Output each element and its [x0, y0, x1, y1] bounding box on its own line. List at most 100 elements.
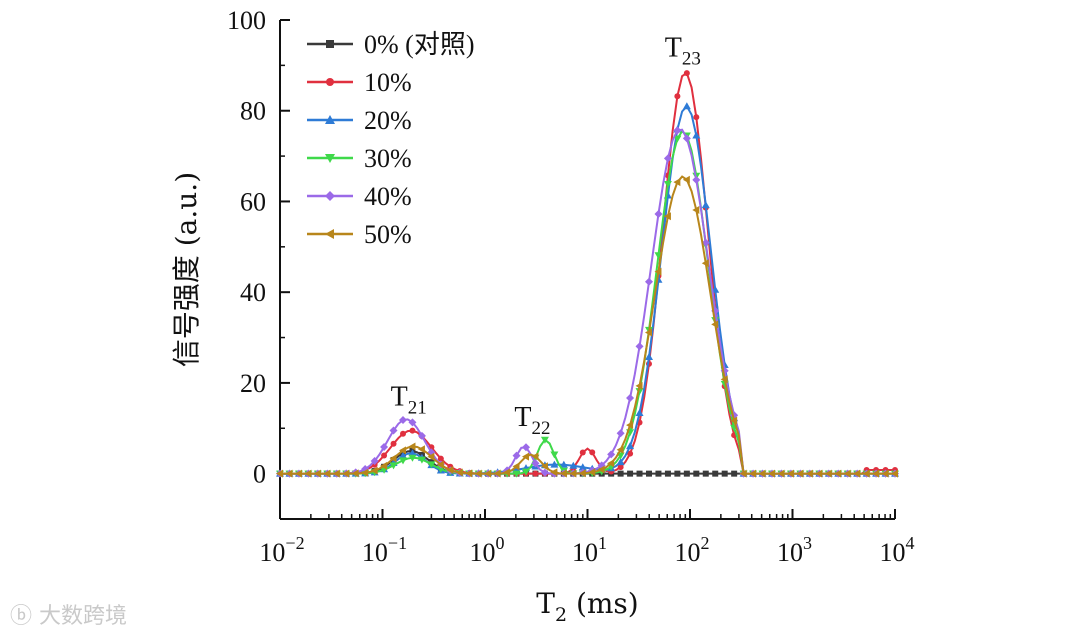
series-point: [522, 468, 530, 476]
y-tick-label: 60: [240, 187, 266, 216]
series-point: [484, 469, 492, 478]
series-point: [891, 469, 898, 478]
series-point: [550, 468, 558, 477]
legend: 0% (对照) 10% 20% 30% 40% 50%: [307, 30, 474, 249]
series-point: [437, 455, 444, 462]
series-point: [540, 468, 549, 477]
series-point: [664, 470, 671, 477]
series-point: [682, 134, 691, 143]
series-point: [843, 469, 851, 478]
series-point: [796, 469, 804, 478]
series-point: [417, 445, 425, 454]
series-point: [627, 470, 634, 477]
series-point: [711, 320, 719, 329]
series-point: [512, 462, 520, 471]
peak-label: T22: [514, 402, 550, 439]
series-point: [427, 452, 435, 461]
peak-label: T23: [665, 32, 701, 69]
series-point: [683, 70, 690, 77]
legend-label: 40%: [364, 182, 412, 211]
series-point: [635, 381, 643, 390]
series-point: [692, 206, 700, 215]
series-point: [701, 238, 710, 247]
legend-label: 20%: [364, 106, 412, 135]
legend-marker: [326, 40, 334, 48]
legend-marker: [325, 229, 334, 239]
series-point: [540, 462, 548, 471]
series-point: [589, 449, 596, 456]
series-point: [381, 452, 388, 459]
series-point: [323, 469, 331, 478]
series-point: [663, 212, 671, 221]
series-point: [635, 388, 644, 396]
series-point: [399, 451, 407, 459]
series-point: [313, 469, 321, 478]
series-point: [285, 469, 293, 478]
series-point: [408, 442, 416, 451]
series-point: [635, 342, 644, 351]
watermark: ⓑ 大数跨境: [10, 598, 127, 630]
series-point: [645, 328, 652, 337]
series-point: [777, 469, 785, 478]
x-tick-label: 100: [470, 533, 505, 567]
series-point: [616, 429, 625, 438]
series-point: [862, 469, 870, 478]
series-point: [579, 449, 586, 456]
series-point: [531, 452, 539, 461]
series-point: [540, 436, 549, 444]
series-point: [673, 178, 681, 187]
x-tick-label: 103: [777, 533, 812, 567]
watermark-text: 大数跨境: [39, 604, 128, 629]
series-point: [720, 375, 728, 384]
series-point: [616, 458, 625, 466]
series-point: [559, 460, 568, 468]
legend-marker: [325, 154, 335, 163]
x-axis-title: T2 (ms): [536, 587, 638, 626]
series-point: [569, 469, 577, 478]
series-point: [351, 469, 359, 478]
series-point: [674, 470, 681, 477]
series-point: [692, 131, 701, 139]
series-point: [436, 460, 444, 469]
series-layer: [276, 70, 899, 478]
series-point: [673, 135, 682, 143]
series-point: [786, 469, 794, 478]
series-point: [417, 456, 426, 464]
series-point: [824, 469, 832, 478]
peak-label: T21: [391, 382, 427, 419]
series-point: [389, 454, 397, 463]
series-point: [702, 470, 709, 477]
series-point: [370, 466, 378, 475]
series-point: [872, 469, 880, 478]
series-point: [578, 469, 586, 478]
peak-annotations: T21 T22 T23: [391, 32, 701, 439]
series-point: [550, 451, 559, 459]
series-point: [532, 470, 539, 477]
series-point: [768, 469, 775, 478]
series-5: [276, 175, 898, 478]
series-point: [636, 470, 643, 477]
series-point: [654, 209, 663, 218]
series-point: [597, 465, 605, 474]
series-point: [512, 451, 521, 460]
series-point: [701, 201, 710, 209]
series-point: [408, 449, 417, 457]
series-point: [522, 443, 530, 452]
series-point: [408, 454, 417, 462]
series-point: [389, 426, 398, 435]
series-point: [427, 461, 436, 469]
series-point: [673, 126, 682, 135]
axis-titles: T2 (ms) 信号强度 (a.u.): [170, 172, 639, 626]
series-point: [616, 445, 624, 454]
series-point: [408, 418, 417, 427]
series-point: [853, 469, 861, 478]
legend-label: 50%: [364, 220, 412, 249]
y-tick-label: 20: [240, 369, 266, 398]
series-point: [493, 469, 501, 478]
series-point: [635, 409, 644, 417]
series-point: [409, 427, 416, 434]
legend-marker: [325, 191, 335, 201]
y-tick-label: 100: [227, 6, 266, 35]
series-point: [626, 442, 635, 450]
series-point: [512, 470, 521, 478]
